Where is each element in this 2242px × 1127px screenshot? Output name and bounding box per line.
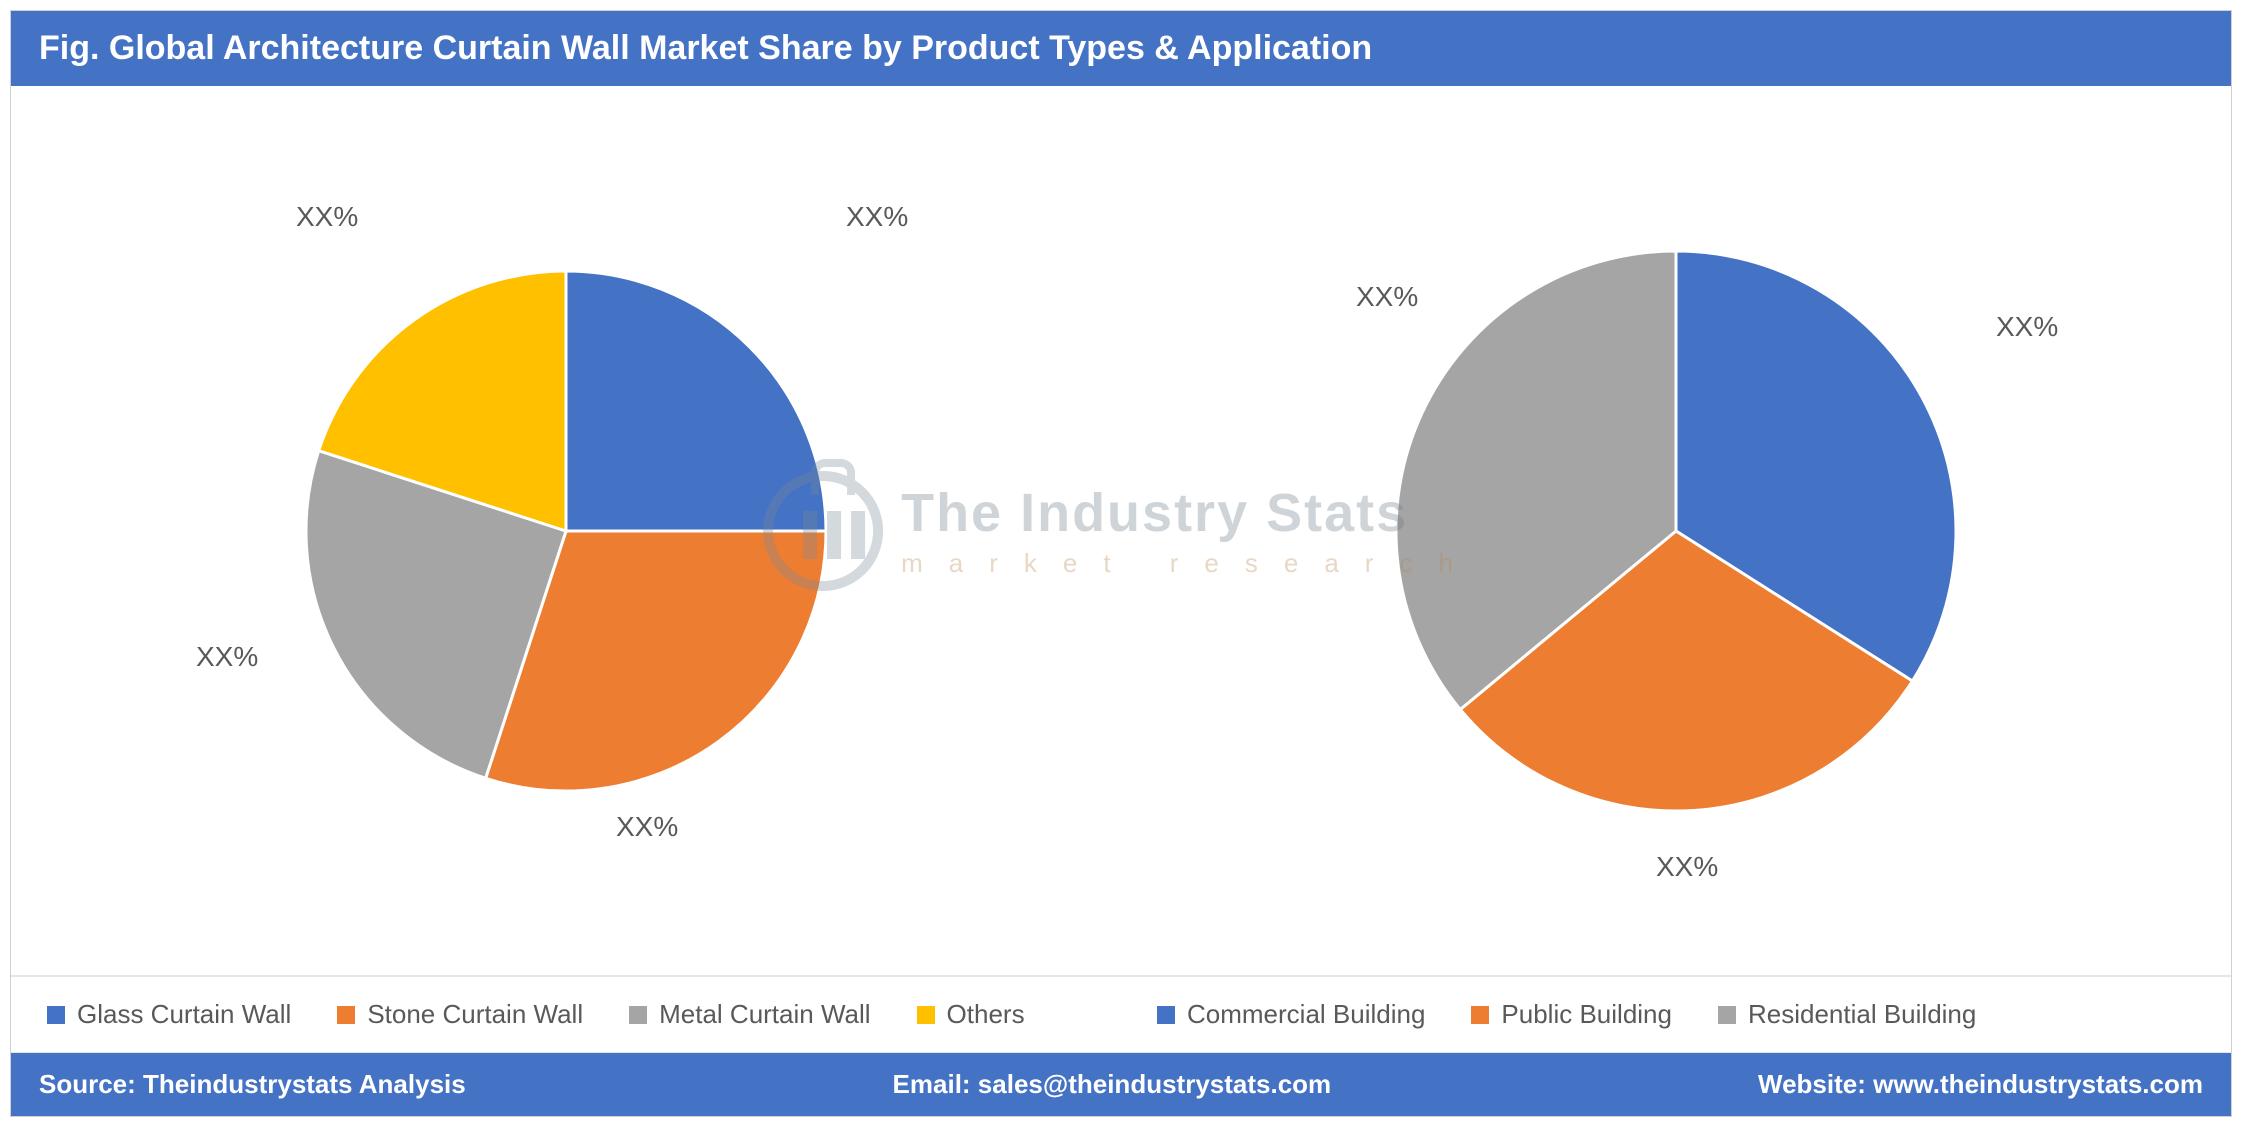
legend-swatch bbox=[917, 1006, 935, 1024]
legend-label: Others bbox=[947, 999, 1025, 1030]
legend-label: Public Building bbox=[1501, 999, 1672, 1030]
slice-data-label: XX% bbox=[616, 811, 678, 843]
legend-label: Stone Curtain Wall bbox=[367, 999, 583, 1030]
legend-label: Residential Building bbox=[1748, 999, 1976, 1030]
legend-row: Glass Curtain Wall Stone Curtain Wall Meta… bbox=[11, 976, 2231, 1053]
slice-data-label: XX% bbox=[196, 641, 258, 673]
legend-application: Commercial Building Public Building Reside… bbox=[1121, 977, 2231, 1052]
legend-product-types: Glass Curtain Wall Stone Curtain Wall Meta… bbox=[11, 977, 1121, 1052]
pie-chart-product-types: XX%XX%XX%XX% bbox=[286, 251, 846, 811]
legend-item: Residential Building bbox=[1718, 999, 1976, 1030]
legend-item: Commercial Building bbox=[1157, 999, 1425, 1030]
slice-data-label: XX% bbox=[1656, 851, 1718, 883]
figure-footer: Source: Theindustrystats Analysis Email:… bbox=[11, 1053, 2231, 1116]
legend-item: Others bbox=[917, 999, 1025, 1030]
footer-source: Source: Theindustrystats Analysis bbox=[39, 1069, 466, 1100]
figure-title: Fig. Global Architecture Curtain Wall Ma… bbox=[11, 11, 2231, 86]
chart-area: XX%XX%XX%XX% XX%XX%XX% The Industry Stat… bbox=[11, 86, 2231, 976]
right-panel: XX% XX% XX% bbox=[1121, 86, 2231, 975]
left-panel: XX% XX% XX% XX% bbox=[11, 86, 1121, 975]
slice-data-label: XX% bbox=[1996, 311, 2058, 343]
legend-swatch bbox=[1157, 1006, 1175, 1024]
footer-email: Email: sales@theindustrystats.com bbox=[893, 1069, 1332, 1100]
legend-swatch bbox=[1471, 1006, 1489, 1024]
legend-swatch bbox=[47, 1006, 65, 1024]
pie-slice bbox=[566, 271, 826, 531]
legend-label: Glass Curtain Wall bbox=[77, 999, 291, 1030]
legend-item: Stone Curtain Wall bbox=[337, 999, 583, 1030]
legend-item: Glass Curtain Wall bbox=[47, 999, 291, 1030]
footer-website: Website: www.theindustrystats.com bbox=[1758, 1069, 2203, 1100]
pie-chart-application: XX%XX%XX% bbox=[1396, 251, 1956, 811]
slice-data-label: XX% bbox=[1356, 281, 1418, 313]
legend-swatch bbox=[1718, 1006, 1736, 1024]
legend-swatch bbox=[337, 1006, 355, 1024]
figure-container: Fig. Global Architecture Curtain Wall Ma… bbox=[10, 10, 2232, 1117]
legend-label: Metal Curtain Wall bbox=[659, 999, 870, 1030]
slice-data-label: XX% bbox=[846, 201, 908, 233]
legend-swatch bbox=[629, 1006, 647, 1024]
legend-item: Public Building bbox=[1471, 999, 1672, 1030]
legend-item: Metal Curtain Wall bbox=[629, 999, 870, 1030]
slice-data-label: XX% bbox=[296, 201, 358, 233]
legend-label: Commercial Building bbox=[1187, 999, 1425, 1030]
